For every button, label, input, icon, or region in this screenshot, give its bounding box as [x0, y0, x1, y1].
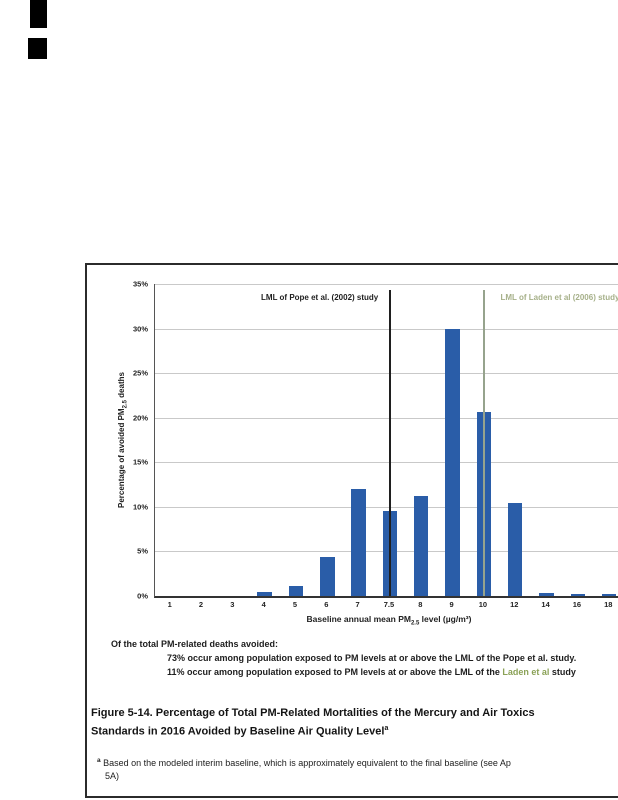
scan-artifact	[30, 0, 47, 28]
x-tick-label: 4	[261, 600, 266, 609]
lml-label: LML of Laden et al (2006) study	[500, 293, 618, 302]
x-tick-label: 6	[324, 600, 329, 609]
y-tick-label: 5%	[137, 546, 148, 556]
x-tick-label: 5	[292, 600, 298, 609]
caption-superscript: a	[384, 725, 389, 732]
gridline	[155, 417, 618, 419]
bar	[539, 593, 554, 596]
bars	[155, 284, 618, 596]
bar-slot	[594, 284, 618, 596]
footnote: a Based on the modeled interim baseline,…	[97, 754, 618, 783]
bar-slot	[531, 284, 562, 596]
laden-highlight: Laden et al	[502, 667, 550, 677]
lml-line	[483, 290, 485, 596]
gridline	[155, 506, 618, 508]
summary-line-laden: 11% occur among population exposed to PM…	[167, 665, 618, 679]
bar-slot	[155, 284, 186, 596]
summary-laden-pre: 11% occur among population exposed to PM…	[167, 667, 503, 677]
x-tick-label: 18	[604, 600, 613, 609]
summary-intro: Of the total PM-related deaths avoided:	[111, 639, 279, 649]
x-tick-label: 1	[167, 600, 172, 609]
gridline	[155, 373, 618, 375]
figure-caption: Figure 5-14. Percentage of Total PM-Rela…	[91, 705, 618, 740]
bar-slot	[500, 284, 531, 596]
x-tick-label: 7	[355, 600, 360, 609]
bar	[288, 586, 304, 596]
y-tick-label: 30%	[132, 324, 148, 334]
plot-area: LML of Pope et al. (2002) study LML of La…	[154, 284, 618, 598]
x-tick-label: 14	[541, 600, 550, 609]
bar	[257, 592, 272, 596]
x-tick-label: 9	[449, 600, 454, 609]
y-tick-label: 20%	[132, 413, 148, 423]
y-tick-labels: 0% 5% 10% 15% 20% 25% 30% 35%	[87, 280, 151, 601]
y-tick-label: 10%	[132, 502, 148, 512]
x-tick-label: 2	[198, 600, 204, 609]
x-axis-title: Baseline annual mean PM2.5 level (µg/m³)	[306, 614, 472, 627]
bar-slot	[218, 284, 249, 596]
x-tick-label: 16	[572, 600, 582, 609]
x-tick-label: 3	[230, 600, 235, 609]
y-tick-label: 35%	[132, 279, 148, 289]
bar-slot	[406, 284, 437, 596]
lml-label: LML of Pope et al. (2002) study	[261, 293, 379, 302]
summary-laden-post: study	[549, 667, 576, 677]
footnote-text: Based on the modeled interim baseline, w…	[103, 758, 511, 768]
bar-slot	[562, 284, 593, 596]
gridline	[155, 462, 618, 464]
summary-block: Of the total PM-related deaths avoided: …	[111, 637, 618, 679]
bar	[414, 496, 429, 596]
summary-line-pope: 73% occur among population exposed to PM…	[167, 653, 577, 663]
y-tick-label: 25%	[132, 368, 148, 378]
x-tick-label: 7.5	[383, 600, 395, 609]
scan-artifact	[28, 38, 47, 59]
caption-line1: Figure 5-14. Percentage of Total PM-Rela…	[91, 707, 535, 719]
gridline	[155, 284, 618, 285]
x-tick-label: 8	[418, 600, 423, 609]
bar-slot	[249, 284, 280, 596]
x-tick-labels: 1 2 3 4 5 6 7 7.5 8 9 10 12 14 16 18	[154, 600, 618, 609]
bar-slot	[437, 284, 468, 596]
bar	[351, 489, 366, 596]
bar	[445, 328, 460, 596]
gridline	[155, 328, 618, 330]
lml-line	[389, 290, 391, 596]
bar	[602, 594, 617, 596]
figure-box: Percentage of avoided PM2.5 deaths 0% 5% 1…	[85, 263, 618, 798]
footnote-marker: a	[97, 757, 101, 764]
bar-slot	[186, 284, 217, 596]
x-tick-label: 10	[478, 600, 488, 609]
bar-slot	[312, 284, 343, 596]
y-tick-label: 0%	[137, 591, 148, 601]
y-tick-label: 15%	[132, 457, 148, 467]
caption-line2: Standards in 2016 Avoided by Baseline Ai…	[91, 725, 385, 738]
bar-slot	[343, 284, 374, 596]
footnote-line2: 5A)	[105, 771, 120, 781]
bar	[508, 503, 523, 596]
x-tick-label: 12	[510, 600, 519, 609]
bar-slot	[280, 284, 311, 596]
bar	[570, 594, 586, 596]
bar	[320, 556, 335, 596]
